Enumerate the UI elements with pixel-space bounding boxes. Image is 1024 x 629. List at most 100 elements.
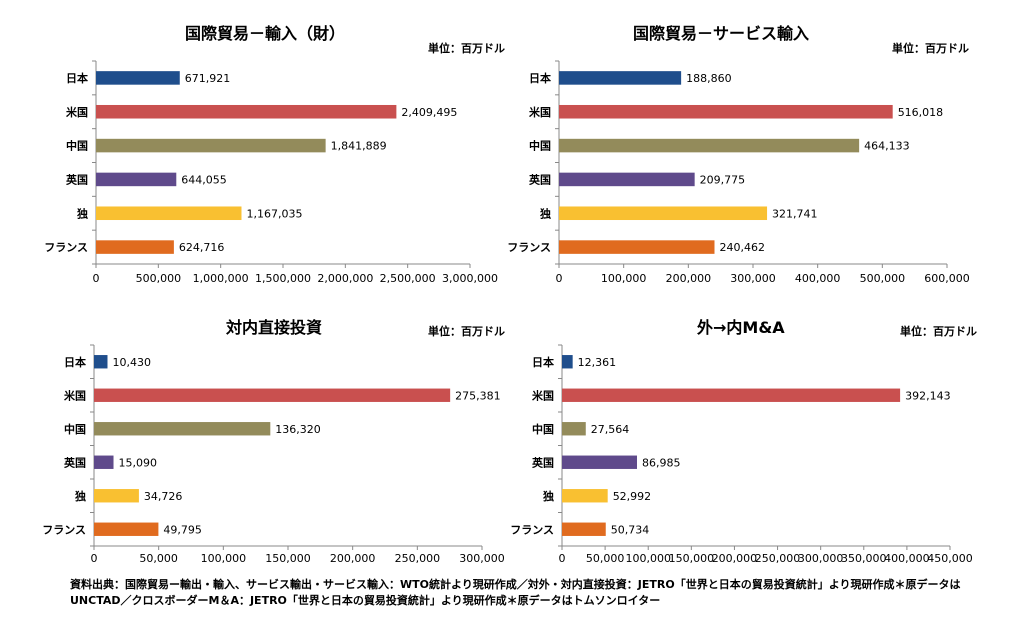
data-label: 34,726 bbox=[144, 490, 183, 503]
data-label: 10,430 bbox=[112, 356, 151, 369]
category-label: 英国 bbox=[531, 455, 554, 469]
data-label: 240,462 bbox=[719, 241, 765, 254]
data-label: 2,409,495 bbox=[401, 106, 457, 119]
category-label: フランス bbox=[44, 241, 88, 254]
x-tick-label: 500,000 bbox=[860, 272, 906, 285]
x-tick-label: 300,000 bbox=[459, 552, 505, 565]
bar-1 bbox=[96, 71, 180, 85]
data-label: 671,921 bbox=[185, 72, 231, 85]
bar-3 bbox=[559, 138, 860, 153]
category-label: 中国 bbox=[64, 422, 86, 436]
x-tick-label: 150,000 bbox=[669, 552, 715, 565]
category-label: 米国 bbox=[63, 388, 86, 402]
bar-2 bbox=[94, 388, 451, 402]
category-label: 中国 bbox=[532, 422, 554, 436]
x-tick-label: 250,000 bbox=[395, 552, 441, 565]
x-tick-label: 50,000 bbox=[139, 552, 178, 565]
bar-3 bbox=[562, 422, 586, 436]
bar-2 bbox=[559, 104, 893, 119]
bar-1 bbox=[562, 355, 573, 369]
x-tick-label: 500,000 bbox=[136, 272, 182, 285]
data-label: 86,985 bbox=[642, 456, 681, 469]
x-tick-label: 0 bbox=[556, 272, 563, 285]
data-label: 644,055 bbox=[181, 173, 227, 186]
category-label: 中国 bbox=[529, 139, 551, 153]
data-label: 27,564 bbox=[591, 423, 630, 436]
bar-4 bbox=[562, 455, 638, 469]
x-tick-label: 1,500,000 bbox=[255, 272, 311, 285]
x-tick-label: 50,000 bbox=[586, 552, 625, 565]
bar-3 bbox=[96, 138, 326, 153]
category-label: 日本 bbox=[529, 71, 551, 85]
bar-6 bbox=[562, 522, 606, 536]
data-label: 1,841,889 bbox=[331, 140, 387, 153]
category-label: 日本 bbox=[532, 355, 554, 369]
data-label: 1,167,035 bbox=[246, 207, 302, 220]
x-tick-label: 200,000 bbox=[666, 272, 712, 285]
data-label: 209,775 bbox=[700, 173, 746, 186]
bar-6 bbox=[94, 522, 159, 536]
x-tick-label: 250,000 bbox=[755, 552, 801, 565]
x-tick-label: 2,000,000 bbox=[317, 272, 373, 285]
data-label: 52,992 bbox=[613, 490, 652, 503]
data-label: 15,090 bbox=[119, 456, 158, 469]
bar-2 bbox=[96, 104, 397, 119]
data-label: 275,381 bbox=[455, 389, 501, 402]
chart-title: 対内直接投資 bbox=[226, 318, 323, 337]
category-label: 米国 bbox=[531, 388, 554, 402]
x-tick-label: 300,000 bbox=[798, 552, 844, 565]
category-label: フランス bbox=[510, 523, 554, 536]
data-label: 464,133 bbox=[864, 140, 910, 153]
data-label: 12,361 bbox=[578, 356, 617, 369]
x-tick-label: 600,000 bbox=[924, 272, 970, 285]
category-label: フランス bbox=[42, 523, 86, 536]
x-tick-label: 0 bbox=[559, 552, 566, 565]
bar-3 bbox=[94, 422, 271, 436]
data-label: 50,734 bbox=[611, 523, 650, 536]
bar-6 bbox=[96, 240, 174, 254]
category-label: 英国 bbox=[63, 455, 86, 469]
category-label: 米国 bbox=[528, 105, 551, 119]
bar-4 bbox=[96, 172, 177, 187]
x-tick-label: 0 bbox=[93, 272, 100, 285]
source-note: 資料出典：国際貿易ー輸出・輸入、サービス輸出・サービス輸入：WTO統計より現研作… bbox=[70, 578, 961, 607]
x-tick-label: 0 bbox=[91, 552, 98, 565]
chart-title: 国際貿易－サービス輸入 bbox=[633, 24, 810, 43]
category-label: 独 bbox=[542, 489, 554, 503]
bar-1 bbox=[559, 71, 682, 85]
category-label: 独 bbox=[76, 206, 88, 220]
unit-label: 単位：百万ドル bbox=[900, 325, 977, 338]
x-tick-label: 150,000 bbox=[265, 552, 311, 565]
x-tick-label: 350,000 bbox=[841, 552, 887, 565]
data-label: 136,320 bbox=[275, 423, 321, 436]
unit-label: 単位：百万ドル bbox=[428, 325, 505, 338]
category-label: フランス bbox=[507, 241, 551, 254]
bar-6 bbox=[559, 240, 715, 254]
x-tick-label: 2,500,000 bbox=[380, 272, 436, 285]
data-label: 49,795 bbox=[163, 523, 202, 536]
category-label: 英国 bbox=[528, 172, 551, 186]
bar-2 bbox=[562, 388, 901, 402]
x-tick-label: 100,000 bbox=[601, 272, 647, 285]
data-label: 392,143 bbox=[905, 389, 951, 402]
unit-label: 単位：百万ドル bbox=[428, 42, 505, 55]
bar-5 bbox=[96, 206, 242, 221]
bar-5 bbox=[559, 206, 768, 221]
category-label: 英国 bbox=[65, 172, 88, 186]
x-tick-label: 100,000 bbox=[625, 552, 671, 565]
bar-4 bbox=[94, 455, 114, 469]
category-label: 米国 bbox=[65, 105, 88, 119]
bar-5 bbox=[94, 489, 139, 503]
x-tick-label: 3,000,000 bbox=[442, 272, 498, 285]
data-label: 624,716 bbox=[179, 241, 225, 254]
x-tick-label: 200,000 bbox=[330, 552, 376, 565]
bar-4 bbox=[559, 172, 695, 187]
chart-title: 国際貿易－輸入（財） bbox=[185, 24, 346, 43]
category-label: 独 bbox=[539, 206, 551, 220]
chart-title: 外→内M&A bbox=[697, 318, 785, 337]
x-tick-label: 400,000 bbox=[884, 552, 930, 565]
x-tick-label: 400,000 bbox=[795, 272, 841, 285]
